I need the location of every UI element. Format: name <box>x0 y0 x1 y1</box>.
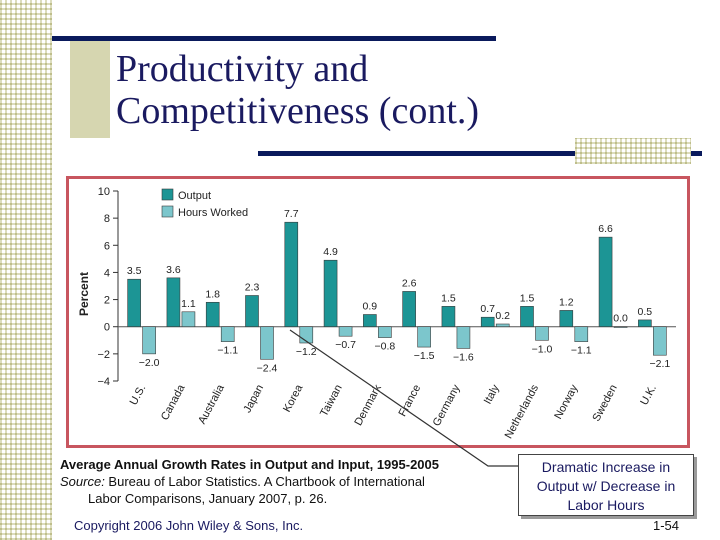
data-label-hours: 1.1 <box>181 298 196 310</box>
data-label-output: 6.6 <box>598 223 613 235</box>
legend-label: Output <box>178 190 211 202</box>
y-axis-label: Percent <box>77 272 91 316</box>
bar-hours-worked <box>613 326 628 328</box>
bar-output <box>205 301 220 328</box>
data-label-output: 1.8 <box>205 288 220 300</box>
bar-output <box>127 278 141 328</box>
chart-caption: Average Annual Growth Rates in Output an… <box>60 456 439 507</box>
data-label-output: 3.6 <box>166 264 181 276</box>
bar-hours-worked <box>181 311 196 328</box>
data-label-hours: −2.4 <box>257 362 278 374</box>
data-label-output: 1.5 <box>441 292 456 304</box>
chart-svg: −4 −2 0 2 4 6 8 10 3.5 −2.0 3.6 1.1 1.8 −1.1 2.3 −2.4 7… <box>66 176 690 448</box>
data-label-output: 1.2 <box>559 296 574 308</box>
callout-line3: Labor Hours <box>567 497 645 513</box>
decorative-stripes-right <box>575 138 691 164</box>
bar-hours-worked <box>653 326 667 356</box>
data-label-hours: −1.6 <box>453 351 474 363</box>
y-tick-label: −4 <box>97 376 110 388</box>
data-label-output: 4.9 <box>323 246 338 258</box>
bar-output <box>323 259 338 328</box>
data-label-hours: −1.5 <box>414 350 435 362</box>
bar-output <box>363 314 377 328</box>
page-number: 1-54 <box>653 518 680 533</box>
data-label-output: 0.9 <box>363 301 378 313</box>
caption-source-text2: Labor Comparisons, January 2007, p. 26. <box>88 491 328 506</box>
data-label-hours: −1.2 <box>296 346 317 358</box>
title-bottom-rule <box>258 151 702 156</box>
bar-hours-worked <box>260 326 274 360</box>
bar-hours-worked <box>417 326 431 348</box>
y-tick-label: 6 <box>104 240 110 252</box>
bar-output <box>402 291 416 328</box>
caption-title: Average Annual Growth Rates in Output an… <box>60 457 439 472</box>
callout-line1: Dramatic Increase in <box>541 459 671 475</box>
bar-output <box>520 306 534 328</box>
bar-hours-worked <box>378 326 392 338</box>
legend-swatch <box>161 188 174 201</box>
legend-swatch <box>161 205 174 218</box>
bar-output <box>441 306 456 328</box>
bar-hours-worked <box>535 326 549 341</box>
slide-title-line1: Productivity and <box>116 48 369 90</box>
caption-source-text: Bureau of Labor Statistics. A Chartbook … <box>104 474 425 489</box>
data-label-hours: −2.1 <box>649 358 670 370</box>
bar-output <box>638 319 652 328</box>
y-tick-label: 2 <box>104 295 110 307</box>
bar-output <box>598 236 613 328</box>
data-label-hours: −0.7 <box>335 339 356 351</box>
title-accent-block <box>70 40 110 138</box>
slide-title-line2: Competitiveness (cont.) <box>116 90 480 132</box>
data-label-hours: −1.1 <box>571 345 592 357</box>
y-tick-label: 8 <box>104 213 110 225</box>
bar-hours-worked <box>495 323 510 328</box>
chart-frame <box>66 176 690 448</box>
data-label-hours: 0.0 <box>613 313 628 325</box>
data-label-hours: −0.8 <box>374 341 395 353</box>
copyright-text: Copyright 2006 John Wiley & Sons, Inc. <box>74 518 304 533</box>
bar-hours-worked <box>299 326 314 344</box>
bar-hours-worked <box>574 326 589 342</box>
caption-source-label: Source: <box>60 474 105 489</box>
bar-output <box>284 221 299 328</box>
callout-box: Dramatic Increase in Output w/ Decrease … <box>518 454 694 516</box>
data-label-hours: −1.0 <box>532 343 553 355</box>
slide-title: Productivity and Competitiveness (cont.) <box>116 48 479 132</box>
chart-legend: Output Hours Worked <box>161 188 248 219</box>
bar-output <box>480 316 495 328</box>
legend-label: Hours Worked <box>178 207 248 219</box>
data-label-hours: −2.0 <box>139 357 160 369</box>
data-label-hours: 0.2 <box>495 310 510 322</box>
caption-source: Source: Bureau of Labor Statistics. A Ch… <box>60 473 439 490</box>
data-label-output: 2.6 <box>402 277 417 289</box>
decorative-stripes-left <box>0 0 52 540</box>
bar-hours-worked <box>338 326 353 337</box>
data-label-hours: −1.1 <box>217 345 238 357</box>
bar-output <box>166 277 181 328</box>
y-tick-label: 10 <box>98 186 110 198</box>
bar-output <box>245 295 259 328</box>
y-tick-label: 4 <box>104 267 110 279</box>
data-label-output: 1.5 <box>520 292 535 304</box>
y-tick-label: −2 <box>97 349 110 361</box>
data-label-output: 0.5 <box>638 306 653 318</box>
data-label-output: 3.5 <box>127 265 142 277</box>
bar-hours-worked <box>142 326 156 355</box>
bar-hours-worked <box>456 326 471 349</box>
bar-hours-worked <box>220 326 235 342</box>
data-label-output: 0.7 <box>480 303 495 315</box>
callout-line2: Output w/ Decrease in <box>536 478 676 494</box>
y-tick-label: 0 <box>104 322 110 334</box>
data-label-output: 7.7 <box>284 208 299 220</box>
data-label-output: 2.3 <box>245 282 260 294</box>
bar-output <box>559 310 574 328</box>
title-top-rule <box>52 36 496 41</box>
bar-chart: −4 −2 0 2 4 6 8 10 3.5 −2.0 3.6 1.1 1.8 −1.1 2.3 −2.4 7… <box>66 176 690 448</box>
